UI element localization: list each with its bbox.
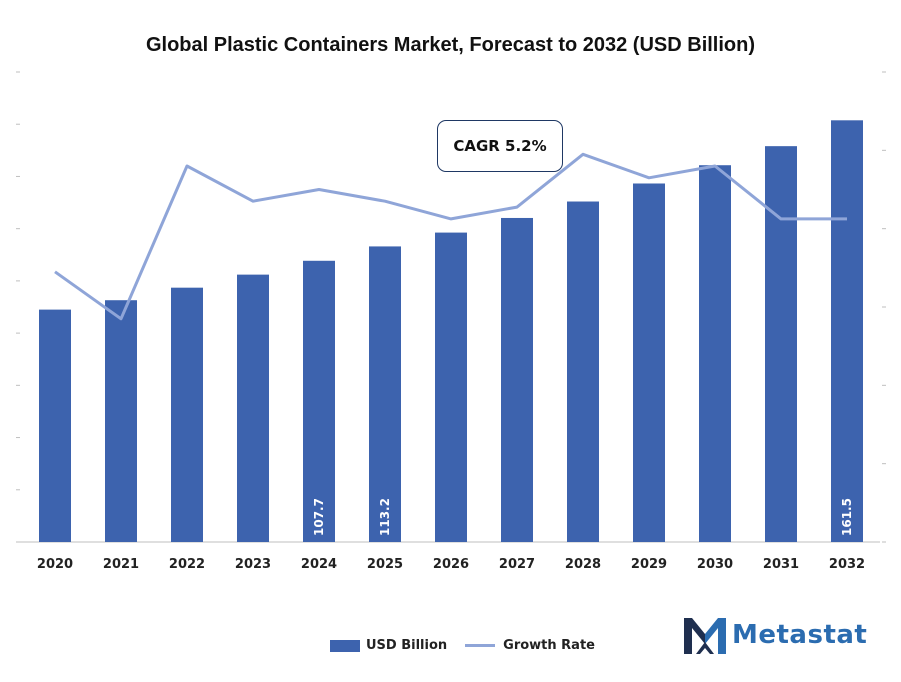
bar-2025 (369, 246, 401, 542)
bar-2020 (39, 309, 71, 542)
x-tick-2025: 2025 (367, 557, 403, 572)
bar-2024 (303, 260, 335, 542)
bar-2031 (765, 146, 797, 542)
metastat-m-icon (684, 618, 726, 654)
legend-item-bars: USD Billion (330, 638, 447, 653)
x-tick-2028: 2028 (565, 557, 601, 572)
chart-title: Global Plastic Containers Market, Foreca… (145, 34, 756, 56)
bar-2021 (105, 300, 137, 542)
x-tick-2027: 2027 (499, 557, 535, 572)
legend-item-line: Growth Rate (465, 638, 595, 653)
legend-swatch-bar (330, 639, 360, 652)
bar-data-label-2024: 107.7 (312, 498, 326, 536)
bar-data-labels: 107.7 113.2 161.5 (312, 498, 854, 536)
x-tick-2026: 2026 (433, 557, 469, 572)
bar-2026 (435, 232, 467, 543)
x-tick-2032: 2032 (829, 557, 865, 572)
x-tick-labels: 2020 2021 2022 2023 2024 2025 2026 2027 2028 2029… (37, 557, 865, 572)
x-tick-2022: 2022 (169, 557, 205, 572)
bar-data-label-2025: 113.2 (378, 498, 392, 536)
bar-2022 (171, 287, 203, 542)
x-tick-2021: 2021 (103, 557, 139, 572)
x-tick-2031: 2031 (763, 557, 799, 572)
bars (39, 120, 863, 543)
metastat-logo: Metastat (682, 614, 867, 656)
legend-label-line: Growth Rate (503, 638, 595, 653)
x-tick-2029: 2029 (631, 557, 667, 572)
bar-2027 (501, 217, 533, 542)
growth-line (54, 152, 848, 321)
legend-swatch-line (465, 644, 496, 647)
legend-label-bars: USD Billion (366, 638, 448, 653)
bar-2023 (237, 274, 269, 542)
cagr-annotation: CAGR 5.2% (437, 120, 563, 172)
bar-2032 (831, 120, 863, 543)
x-tick-2030: 2030 (697, 557, 733, 572)
bar-2030 (699, 165, 731, 542)
x-tick-2020: 2020 (37, 557, 73, 572)
x-tick-2023: 2023 (235, 557, 271, 572)
bar-data-label-2032: 161.5 (840, 498, 854, 536)
bar-2028 (567, 201, 599, 542)
bar-2029 (633, 183, 665, 542)
legend: USD Billion Growth Rate (330, 638, 613, 653)
logo-text: Metastat (732, 620, 868, 650)
x-tick-2024: 2024 (301, 557, 337, 572)
